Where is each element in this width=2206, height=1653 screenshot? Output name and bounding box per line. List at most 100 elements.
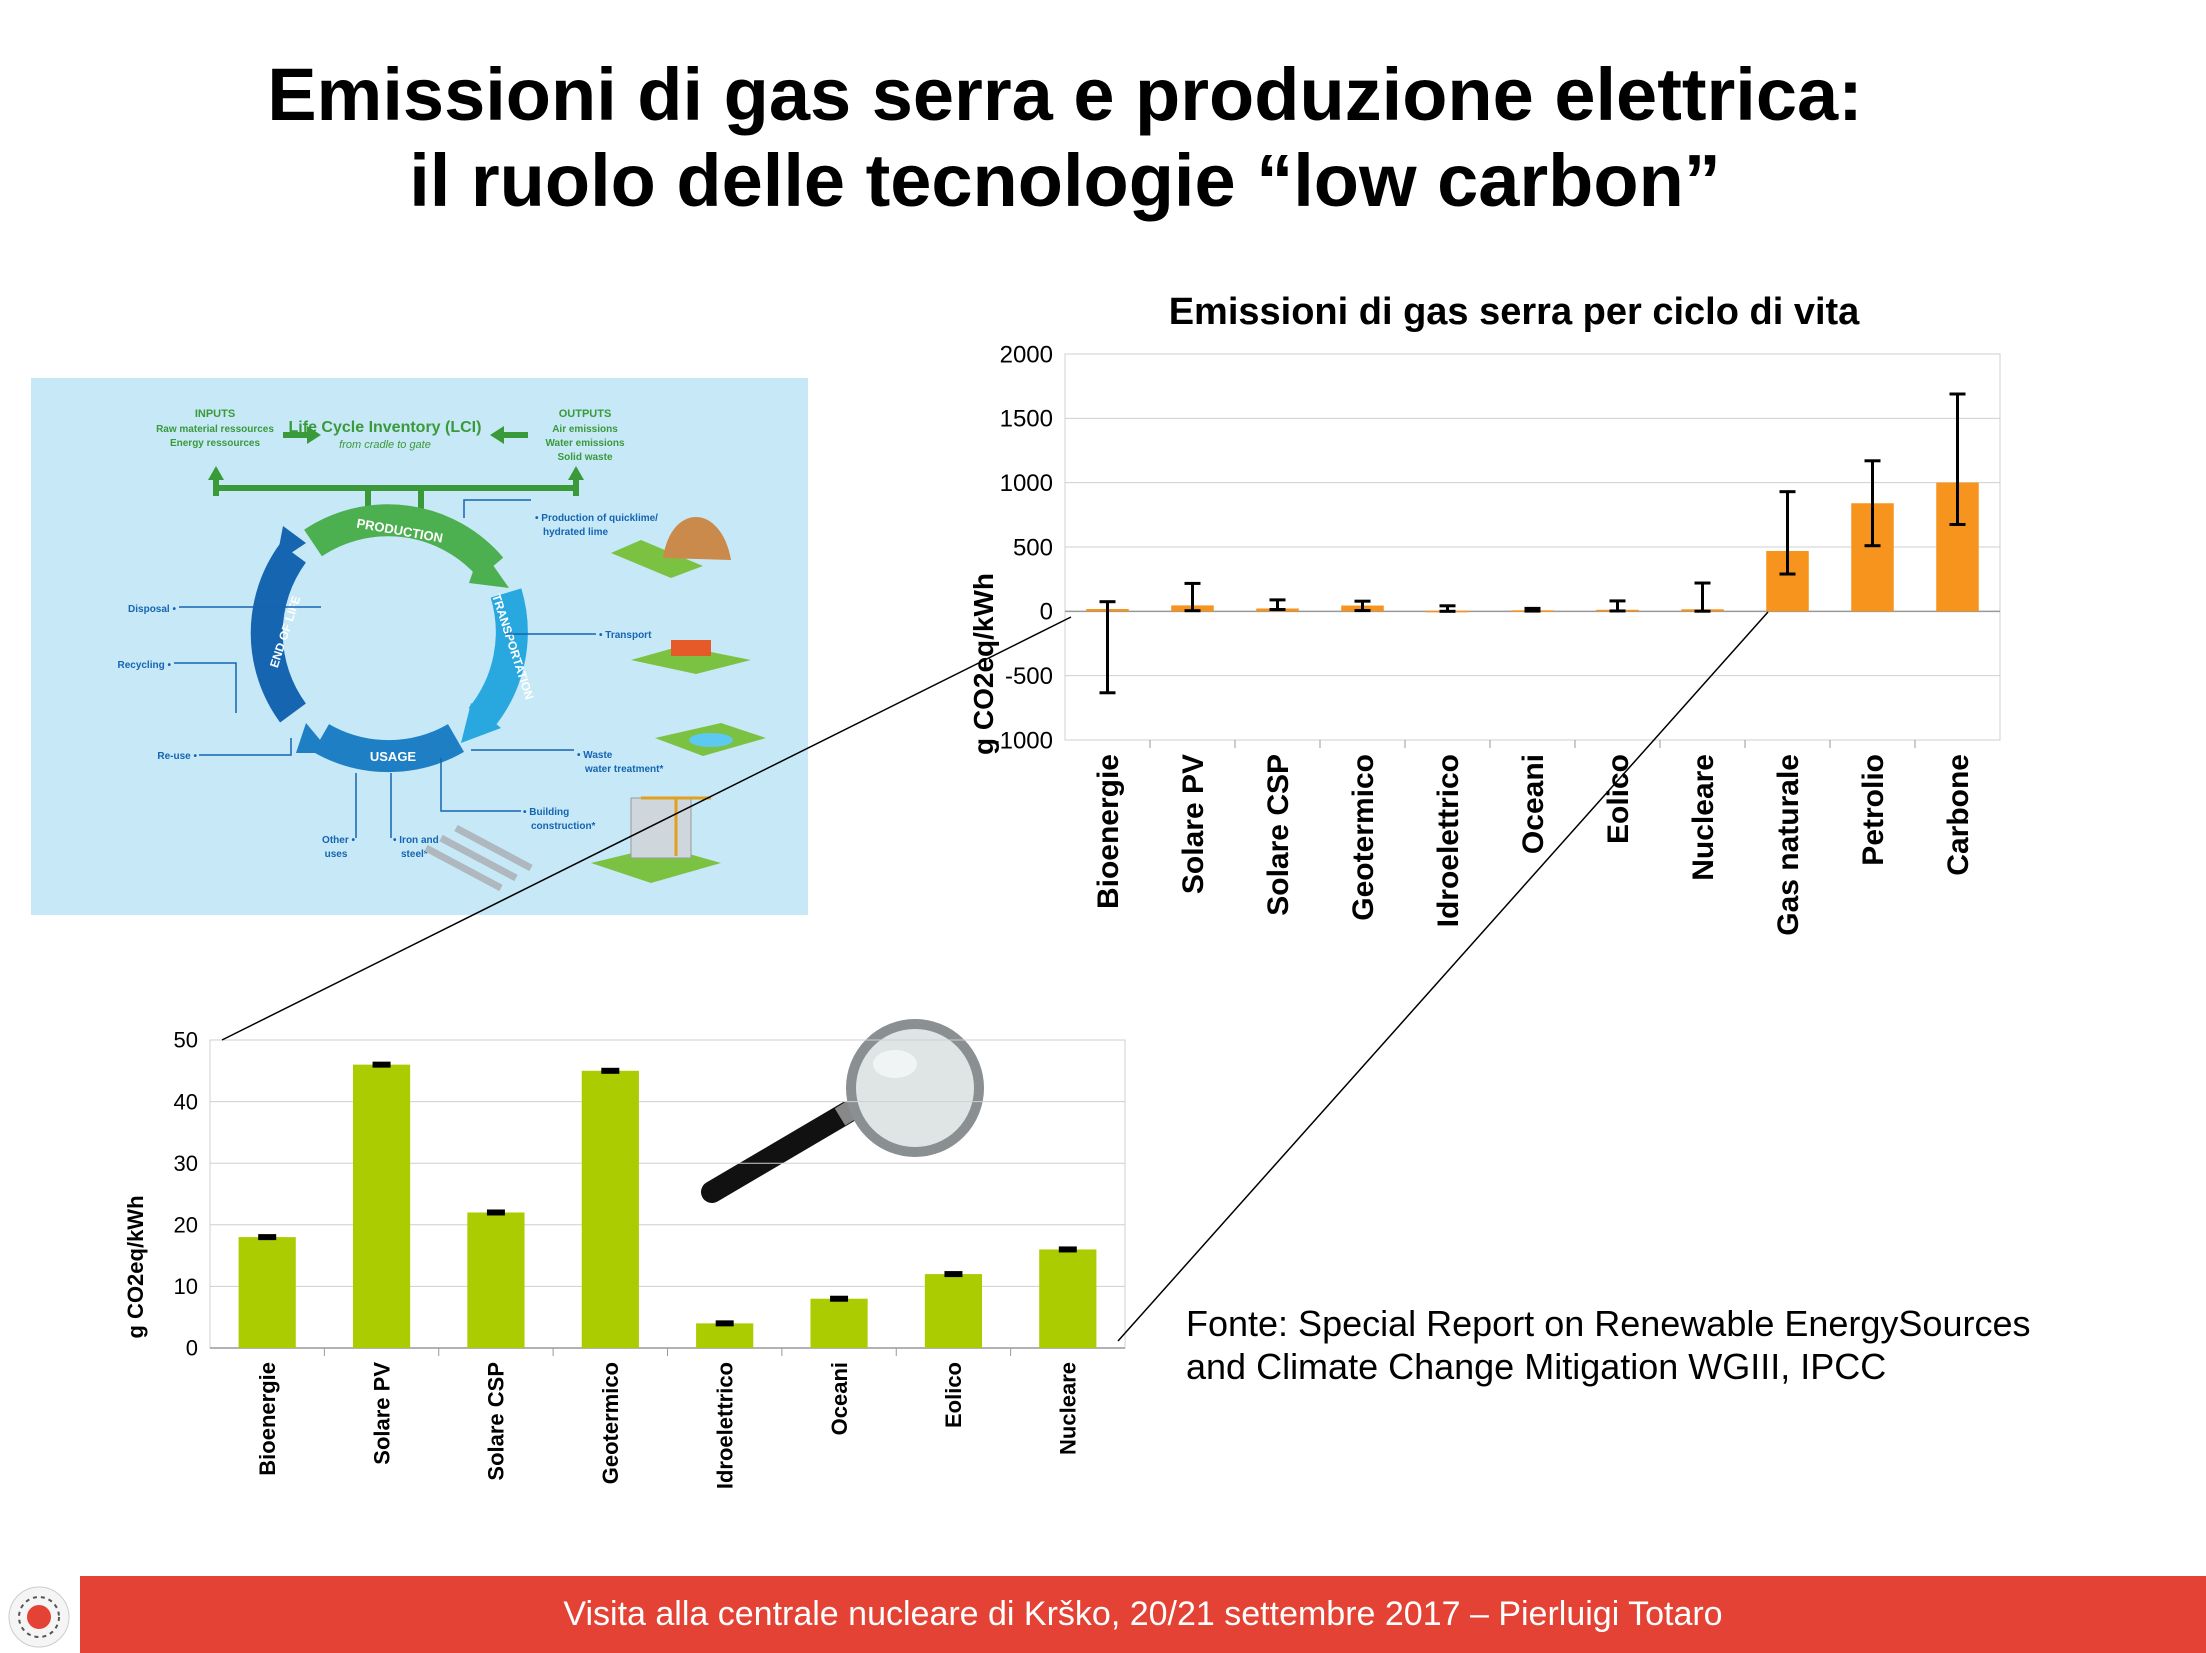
y-tick-label: -1000	[992, 727, 1053, 754]
building-icon	[630, 797, 692, 859]
source-line-1: Fonte: Special Report on Renewable Energ…	[1186, 1303, 2031, 1344]
outputs-line-2: Water emissions	[545, 438, 625, 449]
grid	[209, 1039, 1126, 1356]
y-tick-label: 30	[174, 1151, 198, 1176]
title-line-2: il ruolo delle tecnologie “low carbon”	[409, 139, 1721, 222]
arc-label-usage: USAGE	[370, 749, 417, 764]
error-cap	[258, 1234, 277, 1241]
x-tick-label: Oceani	[1517, 754, 1550, 854]
y-axis-label: g CO2eq/kWh	[123, 1195, 148, 1338]
x-tick-label: Geotermico	[598, 1362, 623, 1484]
bar	[238, 1237, 296, 1348]
y-tick-label: 10	[174, 1274, 198, 1299]
y-tick-label: 500	[1013, 534, 1053, 561]
arrowhead-icon	[276, 526, 306, 563]
x-tick-labels: Bioenergie Solare PV Solare CSP Geotermico I…	[1092, 754, 1975, 936]
x-tick-label: Nucleare	[1687, 754, 1720, 881]
platform-quarry	[611, 540, 703, 578]
bar	[696, 1323, 754, 1348]
label-waste: • Waste	[577, 750, 613, 761]
x-tick-label: Bioenergie	[1092, 754, 1125, 909]
bar	[924, 1274, 983, 1348]
x-tick-label: Solare PV	[1177, 754, 1210, 894]
connector-bracket	[213, 485, 579, 496]
error-cap	[601, 1067, 620, 1074]
y-tick-label: 20	[174, 1213, 198, 1238]
x-tick-label: Solare CSP	[1262, 754, 1295, 916]
left-arrow-icon	[490, 426, 528, 444]
truck-icon	[671, 640, 711, 656]
y-tick-label: 0	[186, 1336, 198, 1361]
x-tick-label: Petrolio	[1857, 754, 1890, 866]
y-tick-label: 50	[174, 1028, 198, 1053]
x-tick-label: Solare PV	[369, 1362, 394, 1465]
label-reuse: Re-use •	[157, 751, 197, 762]
error-cap	[830, 1295, 849, 1302]
label-iron: • Iron and	[393, 835, 439, 846]
x-tick-label: Eolico	[941, 1362, 966, 1428]
x-tick-label: Nucleare	[1056, 1362, 1081, 1455]
x-tick-labels: Bioenergie Solare PV Solare CSP Geotermico I…	[255, 1362, 1081, 1489]
y-tick-labels: -1000 -500 0 500 1000 1500 2000	[992, 341, 1053, 754]
label-building-2: construction*	[531, 821, 596, 832]
error-cap	[1058, 1246, 1077, 1253]
x-tick-label: Eolico	[1602, 754, 1635, 844]
title-line-1: Emissioni di gas serra e produzione elet…	[267, 53, 1863, 136]
magnifier-handle	[701, 1101, 859, 1203]
label-waste-2: water treatment*	[584, 764, 663, 775]
y-tick-label: 1000	[1000, 470, 1053, 497]
y-tick-labels: 0 10 20 30 40 50	[174, 1028, 198, 1361]
label-production: • Production of quicklime/	[535, 513, 658, 524]
y-tick-label: 2000	[1000, 341, 1053, 368]
right-arrow-icon	[283, 426, 321, 444]
outputs-line-3: Solid waste	[557, 452, 612, 463]
label-building: • Building	[523, 807, 569, 818]
label-recycling: Recycling •	[117, 660, 171, 671]
source-note: Fonte: Special Report on Renewable Energ…	[1186, 1302, 2146, 1388]
label-transport: • Transport	[599, 630, 652, 641]
x-tick-label: Geotermico	[1347, 754, 1380, 921]
footer-bar: Visita alla centrale nucleare di Krško, …	[80, 1576, 2206, 1653]
inputs-line-2: Energy ressources	[170, 438, 260, 449]
outputs-line-1: Air emissions	[552, 424, 618, 435]
error-bars	[1099, 392, 1966, 695]
bar	[1039, 1249, 1097, 1348]
inputs-line-1: Raw material ressources	[156, 424, 274, 435]
chart-title: Emissioni di gas serra per ciclo di vita	[1169, 291, 1860, 333]
quarry-icon	[663, 516, 731, 560]
lci-subtitle: from cradle to gate	[339, 439, 431, 451]
x-tick-label: Bioenergie	[255, 1362, 280, 1476]
slide-title: Emissioni di gas serra e produzione elet…	[0, 52, 2130, 224]
x-tick-label: Idroelettrico	[712, 1362, 737, 1489]
error-cap	[944, 1271, 963, 1278]
x-tick-label: Carbone	[1942, 754, 1975, 876]
label-other-2: uses	[325, 849, 348, 860]
x-tick-label: Idroelettrico	[1432, 754, 1465, 927]
life-cycle-diagram: INPUTS Raw material ressources Energy re…	[31, 378, 808, 915]
arc-production	[304, 504, 504, 579]
y-tick-label: 0	[1040, 599, 1053, 626]
bar	[810, 1298, 868, 1348]
label-iron-2: steel*	[401, 849, 428, 860]
logo-icon	[8, 1586, 70, 1648]
label-production-2: hydrated lime	[543, 527, 608, 538]
y-tick-label: 1500	[1000, 406, 1053, 433]
arrowhead-icon	[469, 548, 509, 588]
inputs-title: INPUTS	[195, 408, 235, 420]
main-chart: Emissioni di gas serra per ciclo di vita…	[968, 291, 2001, 936]
lci-title: Life Cycle Inventory (LCI)	[289, 419, 482, 436]
bar	[467, 1212, 525, 1348]
bar	[352, 1064, 411, 1348]
error-cap	[715, 1320, 734, 1327]
error-cap	[486, 1209, 505, 1216]
bars	[238, 1064, 1097, 1348]
x-tick-label: Oceani	[827, 1362, 852, 1435]
label-other: Other •	[322, 835, 355, 846]
bar	[581, 1070, 639, 1348]
error-cap	[372, 1061, 391, 1068]
y-tick-label: 40	[174, 1089, 198, 1114]
error-caps	[258, 1061, 1077, 1327]
water-tank-icon	[689, 733, 733, 747]
up-arrow-icon	[208, 466, 224, 480]
outputs-title: OUTPUTS	[559, 408, 612, 420]
